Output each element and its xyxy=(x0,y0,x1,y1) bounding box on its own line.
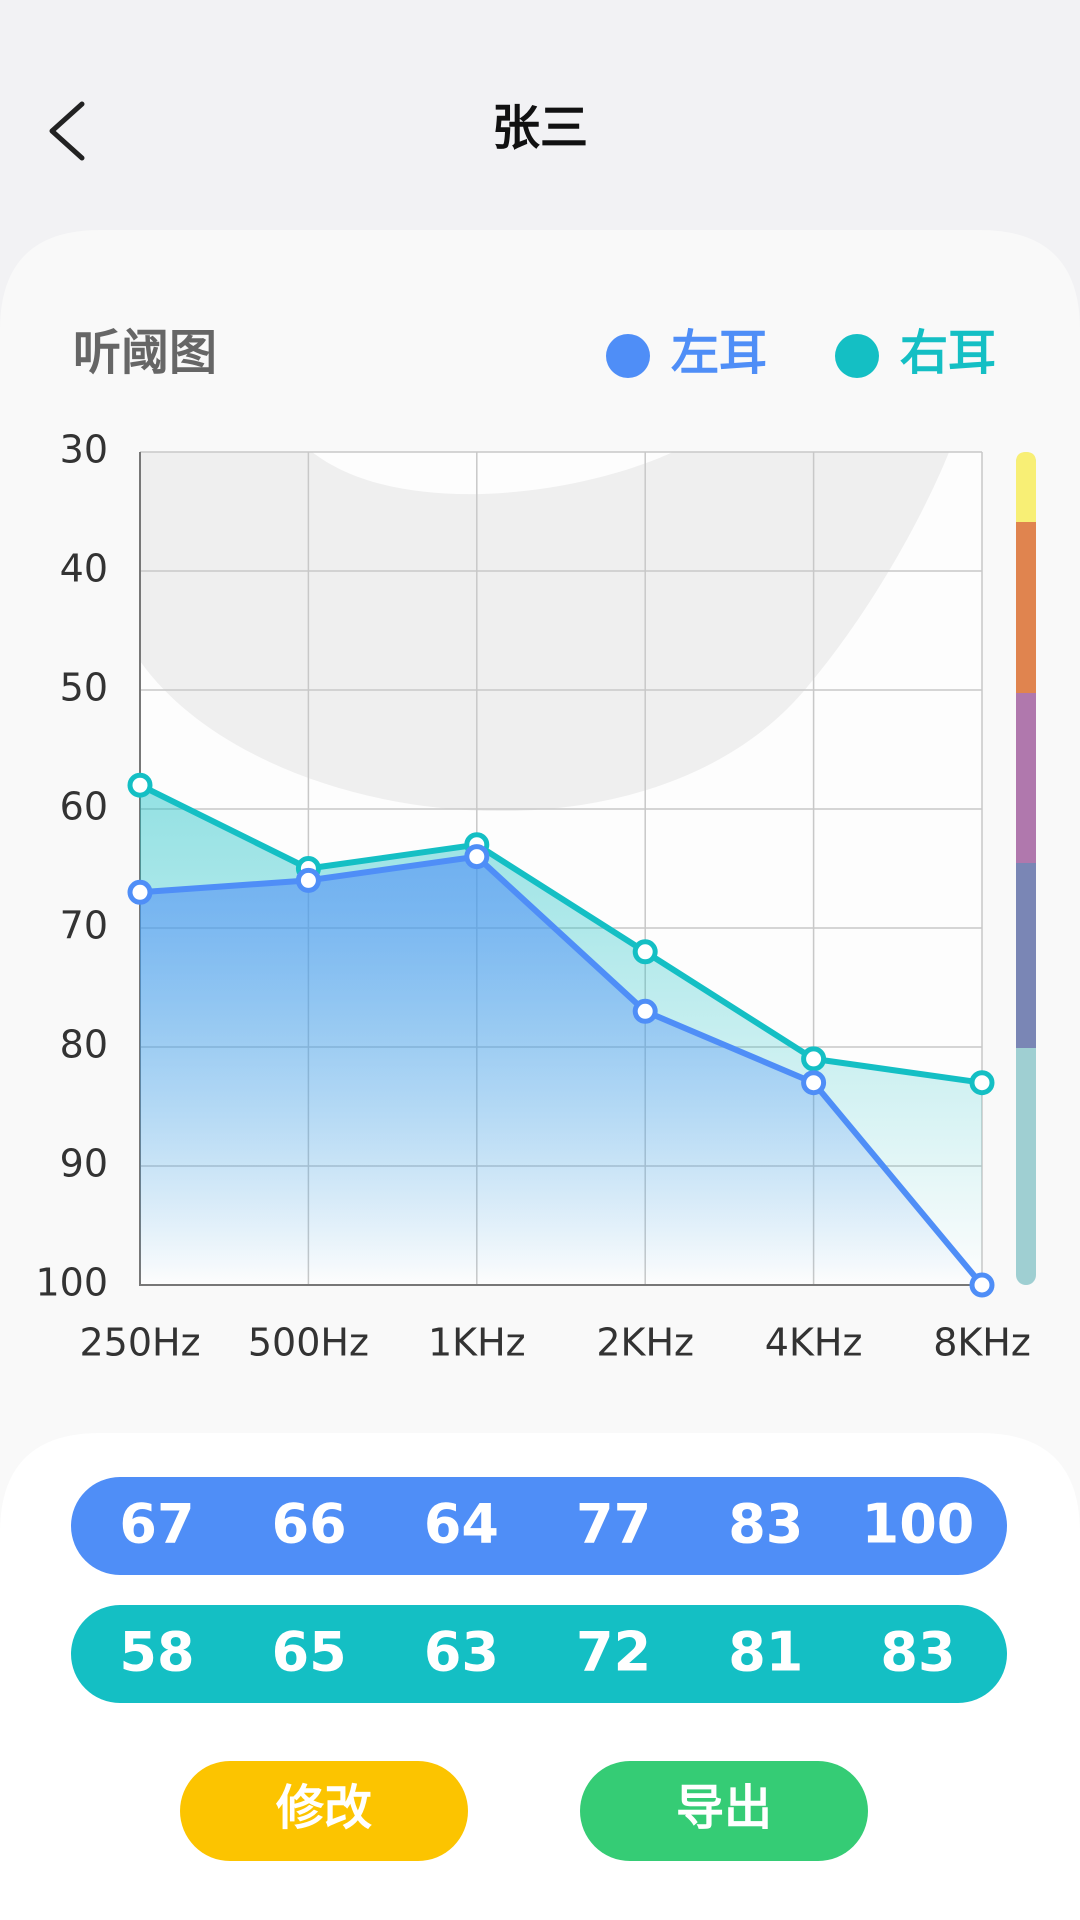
speech-banana xyxy=(140,452,949,812)
x-tick-label: 500Hz xyxy=(248,1321,369,1365)
line xyxy=(139,853,985,1287)
value-label: 67 xyxy=(119,1493,194,1556)
x-tick-label: 250Hz xyxy=(79,1321,200,1365)
value-row xyxy=(71,1477,1007,1575)
y-tick-label: 30 xyxy=(60,428,108,472)
point xyxy=(464,844,490,870)
point xyxy=(127,879,153,905)
legend-marker xyxy=(835,334,879,378)
severity-band xyxy=(1016,452,1036,522)
back-button[interactable] xyxy=(49,101,85,161)
point xyxy=(632,998,658,1024)
legend-marker xyxy=(606,334,650,378)
x-tick-label: 8KHz xyxy=(933,1321,1031,1365)
value-label: 77 xyxy=(576,1493,651,1556)
value-label: 63 xyxy=(424,1621,499,1684)
value-label: 83 xyxy=(728,1493,803,1556)
legend-label: 右耳 xyxy=(900,325,996,381)
point xyxy=(632,939,658,965)
severity-band xyxy=(1016,863,1036,1048)
page-title: 张三 xyxy=(492,100,588,156)
value-label: 81 xyxy=(728,1621,803,1684)
y-tick-label: 70 xyxy=(60,904,108,948)
edit-button-label[interactable]: 修改 xyxy=(276,1780,372,1836)
value-row xyxy=(71,1605,1007,1703)
severity-band xyxy=(1016,522,1036,693)
point xyxy=(801,1070,827,1096)
severity-band xyxy=(1016,693,1036,863)
y-tick-label: 50 xyxy=(60,666,108,710)
value-label: 100 xyxy=(862,1493,975,1556)
point xyxy=(801,1046,827,1072)
x-tick-label: 1KHz xyxy=(428,1321,526,1365)
x-tick-label: 4KHz xyxy=(765,1321,863,1365)
chart-title: 听阈图 xyxy=(73,325,217,381)
export-button[interactable] xyxy=(580,1761,868,1861)
value-label: 66 xyxy=(272,1493,347,1556)
value-label: 65 xyxy=(272,1621,347,1684)
y-tick-label: 90 xyxy=(60,1142,108,1186)
point xyxy=(295,867,321,893)
y-tick-label: 100 xyxy=(35,1261,108,1305)
value-label: 83 xyxy=(880,1621,955,1684)
line xyxy=(138,782,983,1086)
value-label: 72 xyxy=(576,1621,651,1684)
x-tick-label: 2KHz xyxy=(596,1321,694,1365)
point xyxy=(969,1272,995,1298)
y-tick-label: 80 xyxy=(60,1023,108,1067)
area xyxy=(140,856,982,1285)
lines xyxy=(127,772,995,1298)
y-tick-label: 60 xyxy=(60,785,108,829)
y-tick-label: 40 xyxy=(60,547,108,591)
value-label: 64 xyxy=(424,1493,499,1556)
point xyxy=(127,772,153,798)
value-label: 58 xyxy=(119,1621,194,1684)
areas xyxy=(140,785,982,1285)
point xyxy=(969,1070,995,1096)
export-button-label[interactable]: 导出 xyxy=(676,1780,772,1836)
edit-button[interactable] xyxy=(180,1761,468,1861)
legend-label: 左耳 xyxy=(671,325,767,381)
